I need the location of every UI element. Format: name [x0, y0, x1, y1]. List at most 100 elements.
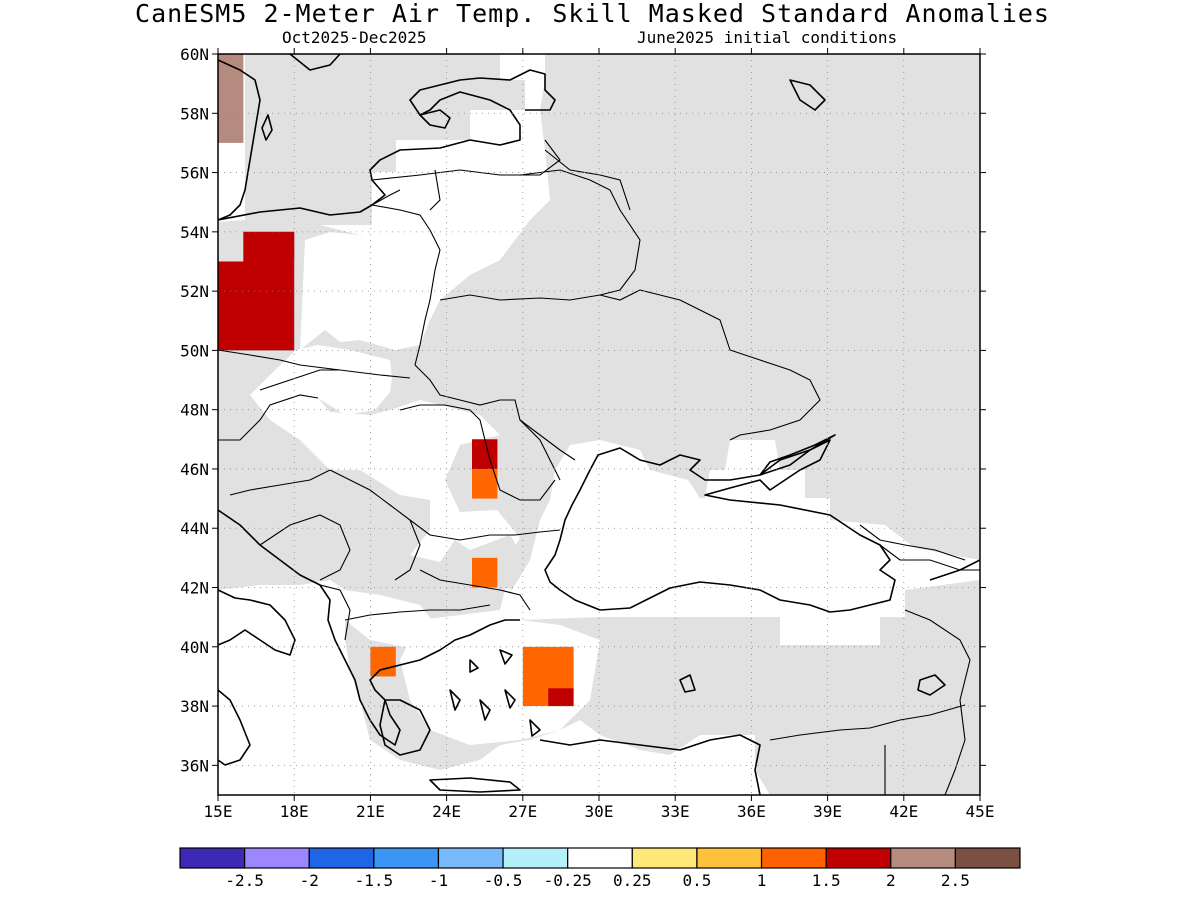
colorbar-swatch: [696, 847, 763, 869]
colorbar-label: 1: [757, 871, 767, 890]
y-tick-label: 56N: [180, 164, 209, 183]
x-tick-label: 24E: [432, 802, 461, 821]
y-tick-label: 44N: [180, 519, 209, 538]
colorbar-label: 0.5: [682, 871, 711, 890]
border-ukraine-west: [414, 364, 576, 461]
border-turkey-georgia: [879, 544, 980, 571]
border-ukraine-russia: [639, 289, 821, 441]
italy-coast: [218, 589, 296, 656]
colorbar-swatch: [437, 847, 504, 869]
colorbar-swatch: [244, 847, 310, 869]
colorbar-label: 1.5: [812, 871, 841, 890]
anomaly-cell: [472, 439, 498, 469]
border-baltics: [371, 139, 561, 181]
colorbar-label: 2.5: [941, 871, 970, 890]
colorbar-swatch: [631, 847, 698, 869]
caspian-coast: [929, 559, 980, 581]
border-belarus-russia: [519, 169, 641, 296]
border-czech: [218, 349, 411, 379]
coastlines: [218, 54, 980, 795]
border-kaliningrad: [371, 189, 401, 206]
colorbar-label: -0.5: [484, 871, 523, 890]
border-albania: [319, 584, 351, 641]
anomaly-cell: [243, 231, 295, 262]
y-tick-label: 54N: [180, 223, 209, 242]
azov-coast: [759, 434, 836, 476]
border-moldova: [519, 419, 561, 481]
aegean-islands: [449, 649, 541, 737]
gotland: [261, 114, 273, 141]
anomaly-cells: [218, 54, 574, 707]
x-tick-label: 30E: [585, 802, 614, 821]
x-tick-label: 45E: [966, 802, 995, 821]
y-tick-label: 42N: [180, 579, 209, 598]
y-tick-label: 60N: [180, 45, 209, 64]
x-tick-label: 36E: [737, 802, 766, 821]
x-tick-label: 33E: [661, 802, 690, 821]
border-serbia: [329, 469, 421, 581]
finland-coast: [289, 54, 341, 71]
colorbar-swatch: [308, 847, 375, 869]
borders: [218, 139, 980, 795]
colorbar-label: 2: [886, 871, 896, 890]
masked-region-balkans: [218, 395, 980, 795]
unmasked-hole-poland: [300, 232, 370, 350]
colorbar-swatch: [567, 847, 633, 869]
border-greece-north: [344, 604, 491, 621]
colorbar-swatch: [179, 847, 246, 869]
border-austria-hungary: [218, 394, 319, 441]
y-tick-label: 58N: [180, 104, 209, 123]
colorbar-swatch: [502, 847, 569, 869]
x-tick-label: 21E: [356, 802, 385, 821]
anomaly-cell: [370, 646, 396, 677]
axis-ticks: 15E 18E 21E 24E 27E 30E 33E 36E 39E 42E 45E 60N 58N 5…: [180, 45, 994, 821]
y-tick-label: 36N: [180, 756, 209, 775]
colorbar-label: -1: [429, 871, 448, 890]
gridlines: [218, 54, 980, 795]
turkey-south-coast: [539, 734, 761, 795]
peloponnese: [379, 699, 431, 756]
colorbar: -2.5 -2 -1.5 -1 -0.5 -0.25 0.25 0.5 1 1.5 2 2.5: [179, 847, 1021, 890]
lake-van: [917, 674, 946, 696]
border-bulgaria-south: [419, 569, 531, 611]
colorbar-label: 0.25: [613, 871, 652, 890]
crete: [429, 777, 521, 793]
border-bosnia: [259, 514, 351, 581]
colorbar-label: -2.5: [225, 871, 264, 890]
anomaly-cell: [218, 261, 295, 351]
y-tick-label: 40N: [180, 638, 209, 657]
x-tick-label: 27E: [508, 802, 537, 821]
x-tick-label: 42E: [889, 802, 918, 821]
border-russia-north: [544, 149, 631, 211]
x-tick-label: 18E: [280, 802, 309, 821]
border-caucasus: [859, 524, 966, 561]
colorbar-label: -2: [300, 871, 319, 890]
forecast-period: Oct2025-Dec2025: [282, 28, 427, 47]
saaremaa: [419, 109, 451, 129]
x-tick-label: 39E: [813, 802, 842, 821]
colorbar-swatch: [760, 847, 827, 869]
baltic-coast: [218, 69, 556, 221]
border-syria: [769, 704, 966, 741]
y-tick-label: 38N: [180, 697, 209, 716]
y-tick-label: 46N: [180, 460, 209, 479]
border-poland-belarus: [371, 204, 441, 366]
border-romania: [399, 404, 556, 501]
colorbar-label: -0.25: [544, 871, 592, 890]
x-tick-label: 15E: [204, 802, 233, 821]
y-tick-label: 48N: [180, 401, 209, 420]
anomaly-cell: [218, 54, 244, 143]
border-slovakia: [259, 369, 340, 391]
chart-title: CanESM5 2-Meter Air Temp. Skill Masked S…: [135, 0, 1050, 28]
colorbar-swatch: [825, 847, 892, 869]
anomaly-cell: [472, 557, 498, 588]
colorbar-swatch: [954, 847, 1021, 869]
adriatic-coast: [218, 509, 520, 746]
anomaly-cell: [548, 688, 574, 707]
y-tick-label: 50N: [180, 341, 209, 360]
lake-onega: [789, 79, 826, 111]
colorbar-label: -1.5: [355, 871, 394, 890]
border-russia-baltic: [429, 169, 441, 211]
colorbar-swatch: [890, 847, 956, 869]
